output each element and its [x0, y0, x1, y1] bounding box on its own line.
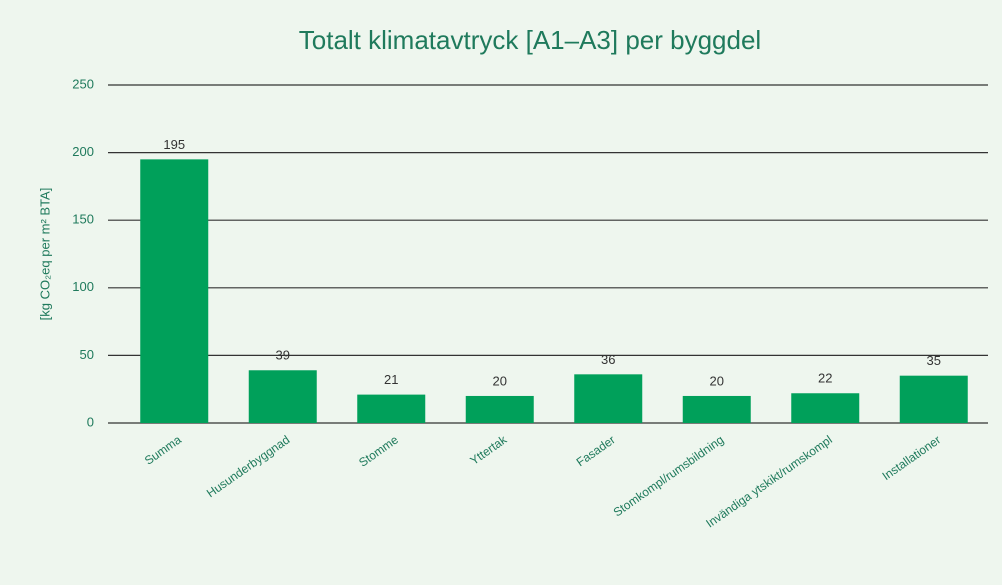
data-label: 20: [710, 373, 724, 388]
chart-title: Totalt klimatavtryck [A1–A3] per byggdel: [299, 25, 761, 55]
bar: [357, 394, 426, 423]
data-label: 195: [163, 137, 185, 152]
bar: [791, 393, 860, 423]
y-axis-label: [kg CO₂eq per m² BTA]: [37, 188, 52, 321]
y-tick-label: 200: [72, 144, 94, 159]
bar: [140, 159, 209, 424]
bar: [248, 370, 317, 423]
bar: [899, 375, 968, 423]
bar: [682, 395, 751, 423]
y-tick-label: 0: [87, 414, 94, 429]
y-tick-label: 100: [72, 279, 94, 294]
y-tick-label: 50: [80, 347, 94, 362]
bar: [465, 395, 534, 423]
bar: [574, 374, 643, 423]
data-label: 20: [493, 373, 507, 388]
data-label: 21: [384, 372, 398, 387]
data-label: 35: [927, 353, 941, 368]
data-label: 39: [276, 348, 290, 363]
data-label: 36: [601, 352, 615, 367]
y-tick-label: 150: [72, 212, 94, 227]
data-label: 22: [818, 371, 832, 386]
y-tick-label: 250: [72, 76, 94, 91]
